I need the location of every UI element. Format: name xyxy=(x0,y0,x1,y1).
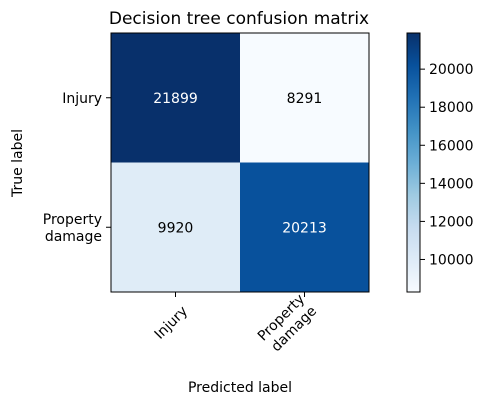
colorbar-tick-label: 16000 xyxy=(429,138,474,154)
y-tick-label: Property damage xyxy=(43,212,102,245)
chart-title: Decision tree confusion matrix xyxy=(109,9,369,29)
x-axis-ticks: Injury Propertydamage xyxy=(152,291,320,356)
colorbar-tick-label: 10000 xyxy=(429,252,474,268)
colorbar-tick-label: 18000 xyxy=(429,100,474,116)
colorbar-tick-label: 12000 xyxy=(429,214,474,230)
x-axis-label: Predicted label xyxy=(188,380,292,396)
plot-frame xyxy=(110,32,370,293)
heatmap-cell xyxy=(111,33,240,163)
cell-value-label: 9920 xyxy=(158,220,194,236)
cell-value-label: 20213 xyxy=(282,220,327,236)
heatmap-cells: 21899 8291 9920 20213 xyxy=(111,33,369,292)
y-axis-ticks: Injury Property damage xyxy=(43,91,111,245)
heatmap-cell xyxy=(240,162,369,292)
x-tick-label: Propertydamage xyxy=(255,291,320,356)
cell-value-label: 8291 xyxy=(287,91,323,107)
y-tick-label: Injury xyxy=(62,91,102,107)
colorbar-tick-label: 20000 xyxy=(429,62,474,78)
colorbar xyxy=(406,32,421,293)
y-axis-label: True label xyxy=(10,129,26,198)
heatmap-cell xyxy=(111,162,240,292)
x-tick-label: Injury xyxy=(152,303,191,342)
colorbar-ticks: 10000 12000 14000 16000 18000 20000 xyxy=(420,62,474,268)
cell-value-label: 21899 xyxy=(153,91,198,107)
colorbar-tick-label: 14000 xyxy=(429,176,474,192)
heatmap-cell xyxy=(240,33,369,163)
